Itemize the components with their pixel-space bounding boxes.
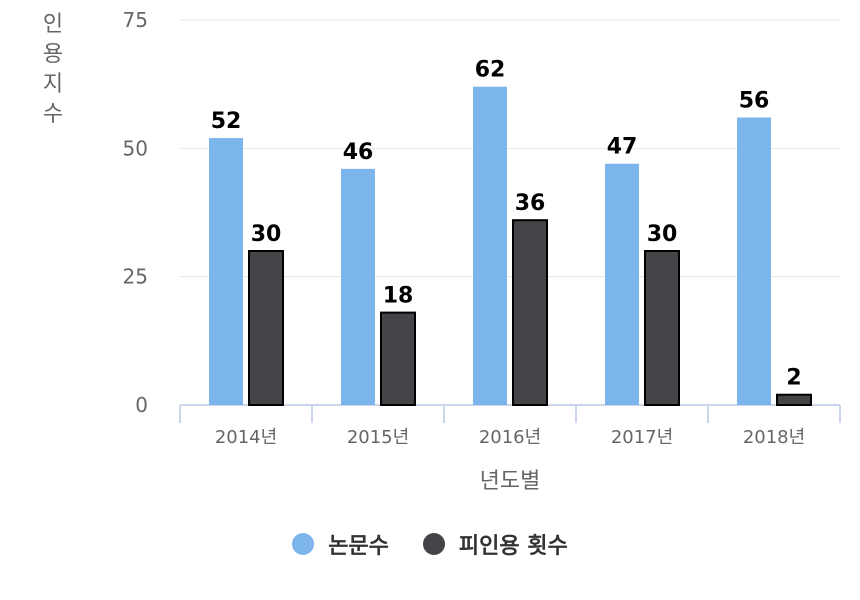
x-tick-label: 2017년 (611, 427, 673, 448)
legend-label-papers: 논문수 (328, 534, 389, 559)
y-axis-title-char: 인 (42, 12, 64, 37)
x-tick-label: 2016년 (479, 427, 541, 448)
data-label: 46 (343, 140, 374, 165)
y-tick-label: 50 (123, 136, 148, 160)
bar-citations[interactable] (776, 393, 812, 407)
y-tick-label: 0 (135, 393, 148, 417)
bar-citations[interactable] (644, 250, 680, 406)
bar-papers[interactable] (209, 138, 243, 406)
bar-citations[interactable] (380, 311, 416, 407)
data-label: 56 (739, 89, 770, 114)
x-tick-label: 2014년 (215, 427, 277, 448)
y-axis-title-char: 용 (42, 42, 64, 67)
y-tick-label: 75 (123, 8, 148, 32)
y-axis-title-char: 지 (42, 72, 64, 97)
bar-papers[interactable] (341, 168, 375, 405)
data-label: 47 (607, 135, 638, 160)
legend-label-citations: 피인용 횟수 (458, 534, 568, 559)
legend-swatch-papers (292, 533, 315, 555)
y-axis-title-char: 수 (42, 102, 64, 127)
bar-papers[interactable] (737, 117, 771, 406)
legend-item-papers[interactable]: 논문수 (292, 528, 389, 560)
data-label: 18 (383, 284, 414, 309)
data-label: 36 (515, 191, 546, 216)
bar-citations[interactable] (512, 219, 548, 406)
data-label: 2 (786, 366, 801, 391)
y-tick-label: 25 (123, 265, 148, 289)
legend-swatch-citations (422, 533, 445, 555)
x-tick-label: 2018년 (743, 427, 805, 448)
data-label: 30 (251, 222, 282, 247)
data-label: 62 (475, 58, 506, 83)
legend-item-citations[interactable]: 피인용 횟수 (422, 528, 568, 560)
legend: 논문수 피인용 횟수 (0, 528, 860, 560)
x-axis-title: 년도별 (480, 469, 541, 494)
bar-papers[interactable] (605, 163, 639, 405)
bar-citations[interactable] (248, 250, 284, 406)
bar-papers[interactable] (473, 86, 507, 405)
x-tick-label: 2015년 (347, 427, 409, 448)
data-label: 30 (647, 222, 678, 247)
data-label: 52 (211, 109, 242, 134)
